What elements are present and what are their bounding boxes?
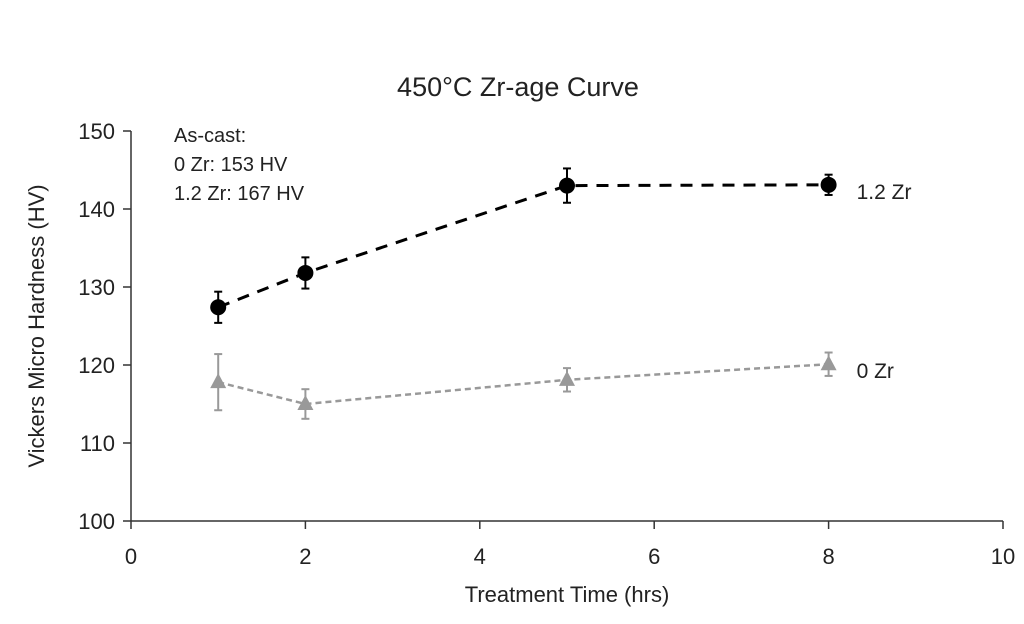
- as-cast-annotation: As-cast: 0 Zr: 153 HV 1.2 Zr: 167 HV: [174, 125, 305, 205]
- data-point: [559, 177, 575, 194]
- x-tick-label: 0: [125, 544, 137, 569]
- data-point: [297, 264, 314, 281]
- data-point: [559, 370, 575, 386]
- series-0-Zr: 0 Zr: [210, 351, 894, 420]
- y-axis-label: Vickers Micro Hardness (HV): [24, 184, 49, 467]
- x-tick-label: 8: [822, 544, 834, 569]
- data-point: [820, 355, 837, 371]
- x-tick-label: 2: [299, 544, 311, 569]
- series-line: [217, 362, 829, 406]
- data-point: [297, 395, 314, 410]
- y-tick-label: 100: [78, 509, 115, 534]
- y-tick-label: 110: [80, 431, 115, 456]
- x-tick-label: 4: [474, 544, 486, 569]
- axes: 0 2 4 6 8 10 100 110 120 130 140 150: [78, 119, 1015, 569]
- series-label: 1.2 Zr: [857, 181, 912, 204]
- data-point: [820, 176, 837, 193]
- data-point: [210, 373, 227, 389]
- chart-title: 450°C Zr-age Curve: [397, 72, 639, 102]
- series-label: 0 Zr: [857, 360, 894, 383]
- annotation-line: As-cast:: [174, 125, 246, 147]
- series-line: [217, 183, 829, 309]
- series-group: 1.2 Zr 0 Zr: [210, 167, 912, 420]
- annotation-line: 1.2 Zr: 167 HV: [174, 183, 305, 205]
- x-tick-label: 10: [991, 544, 1015, 569]
- data-point: [210, 299, 227, 316]
- x-axis-label: Treatment Time (hrs): [465, 582, 670, 607]
- y-tick-label: 120: [78, 353, 115, 378]
- annotation-line: 0 Zr: 153 HV: [174, 154, 288, 176]
- x-tick-label: 6: [648, 544, 660, 569]
- y-tick-label: 130: [78, 275, 115, 300]
- y-tick-label: 150: [78, 119, 115, 144]
- y-tick-label: 140: [78, 197, 115, 222]
- series-1-2-Zr: 1.2 Zr: [210, 167, 912, 324]
